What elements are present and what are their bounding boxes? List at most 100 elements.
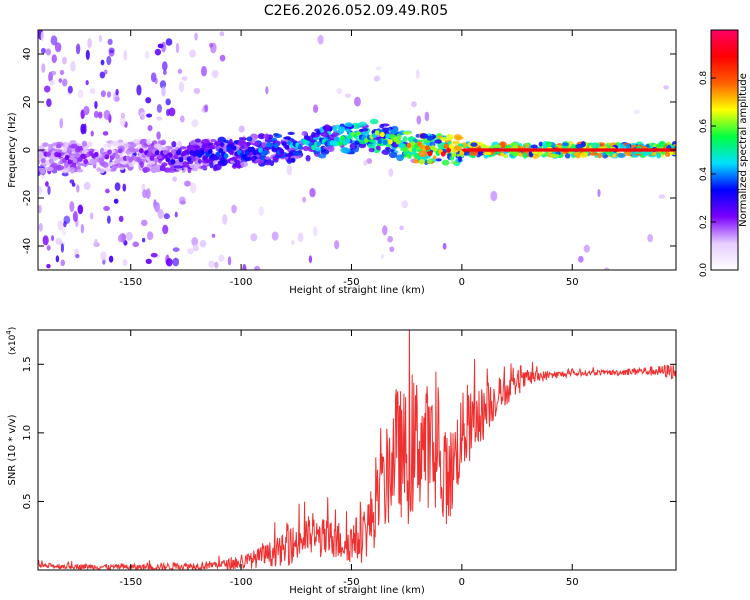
- spectrogram-ridge-blob: [89, 158, 98, 166]
- spectrogram-ridge-core: [136, 157, 142, 163]
- spectrogram-ridge-core: [274, 142, 279, 149]
- spectrogram-ridge-blob: [426, 135, 434, 141]
- spectrogram-noise-blob: [159, 80, 167, 89]
- spectrogram-ridge-core: [176, 149, 181, 156]
- spectrogram-ridge-blob: [106, 143, 112, 149]
- spectrogram-noise-blob: [69, 179, 75, 184]
- spectrogram-noise-blob: [336, 88, 343, 95]
- snr-series-line: [38, 330, 676, 570]
- spectrogram-noise-blob: [85, 49, 90, 61]
- spectrogram-noise-blob: [80, 123, 86, 135]
- spectrogram-noise-blob: [633, 109, 641, 115]
- spectrogram-ridge-blob: [570, 143, 576, 149]
- y-tick-label: 0.5: [22, 493, 33, 509]
- spectrogram-ridge-blob: [338, 126, 346, 133]
- spectrogram-ridge-core: [411, 147, 417, 153]
- spectrogram-ridge-blob: [320, 131, 329, 137]
- spectrogram-noise-blob: [106, 91, 112, 98]
- spectrogram-noise-blob: [187, 248, 194, 255]
- spectrogram-ridge-blob: [579, 152, 588, 158]
- spectrogram-ridge-blob: [543, 152, 549, 157]
- spectrogram-ridge-core: [316, 141, 322, 147]
- spectrogram-ridge-blob: [123, 143, 129, 149]
- spectrogram-noise-blob: [191, 237, 199, 246]
- spectrogram-ridge-core: [165, 156, 171, 163]
- spectrogram-ridge-core: [56, 152, 62, 158]
- spectrogram-noise-blob: [46, 98, 52, 108]
- spectrogram-ridge-blob: [358, 128, 364, 133]
- spectrogram-ridge-core: [268, 142, 274, 148]
- spectrogram-ridge-blob: [223, 139, 230, 143]
- spectrogram-ridge-core: [67, 159, 73, 165]
- spectrogram-ridge-blob: [120, 163, 129, 168]
- spectrogram-ridge-core: [202, 155, 208, 161]
- spectrogram-ridge-blob: [209, 161, 214, 169]
- spectrogram-ridge-core: [311, 145, 316, 151]
- spectrogram-ridge-blob: [246, 136, 253, 142]
- spectrogram-ridge-blob: [303, 135, 311, 141]
- spectrogram-noise-blob: [61, 56, 67, 65]
- spectrogram-noise-blob: [38, 222, 43, 232]
- x-tick-label: 50: [566, 277, 579, 288]
- spectrogram-noise-blob: [108, 47, 115, 54]
- colorbar-gradient: [710, 29, 739, 271]
- spectrogram-noise-blob: [154, 77, 158, 85]
- spectrogram-ridge-blob: [419, 133, 429, 139]
- spectrogram-noise-blob: [117, 234, 123, 243]
- spectrogram-ridge-core: [178, 157, 184, 163]
- spectrogram-noise-blob: [104, 69, 108, 75]
- spectrogram-ridge-core: [377, 138, 383, 145]
- spectrogram-noise-blob: [146, 231, 154, 241]
- spectrogram-ridge-blob: [367, 143, 375, 149]
- spectrogram-ridge-blob: [230, 156, 238, 161]
- snr-y-label: SNR (10 * v/v): [7, 414, 18, 485]
- spectrogram-noise-blob: [115, 88, 119, 96]
- spectrogram-ridge-blob: [384, 146, 391, 151]
- spectrogram-ridge-blob: [414, 154, 420, 160]
- spectrogram-noise-blob: [302, 196, 307, 203]
- spectrogram-ridge-blob: [564, 153, 571, 159]
- spectrogram-noise-blob: [184, 180, 191, 187]
- snr-frame: [37, 329, 677, 571]
- spectrogram-ridge-core: [149, 155, 155, 161]
- spectrogram-noise-blob: [156, 131, 161, 140]
- spectrogram-ridge-core: [382, 139, 388, 145]
- spectrogram-ridge-blob: [234, 159, 240, 164]
- x-tick-label: 0: [459, 577, 465, 588]
- spectrogram-noise-blob: [172, 176, 178, 182]
- spectrogram-ridge-blob: [110, 140, 120, 147]
- spectrogram-ridge-core: [207, 148, 213, 155]
- spectrogram-noise-blob: [120, 112, 126, 119]
- spectrogram-ridge-core: [356, 131, 361, 137]
- spectrogram-ridge-core: [406, 142, 412, 149]
- spectrogram-ridge-core: [93, 151, 99, 158]
- spectrogram-ridge-blob: [181, 161, 190, 168]
- spectrogram-noise-blob: [99, 71, 106, 79]
- spectrogram-noise-blob: [145, 97, 152, 104]
- spectrogram-noise-blob: [578, 255, 584, 263]
- spectrogram-noise-blob: [604, 267, 610, 270]
- spectrogram-ridge-blob: [269, 160, 275, 167]
- x-tick-label: 0: [459, 277, 465, 288]
- spectrogram-ridge-blob: [287, 131, 295, 135]
- spectrogram-ridge-blob: [413, 159, 420, 164]
- spectrogram-ridge-blob: [351, 122, 361, 130]
- spectrogram-ridge-blob: [545, 141, 553, 147]
- spectrogram-noise-blob: [71, 182, 76, 187]
- spectrogram-noise-blob: [179, 115, 185, 123]
- spectrogram-noise-blob: [156, 104, 163, 113]
- spectrogram-noise-blob: [219, 54, 226, 62]
- spectrogram-noise-blob: [181, 76, 188, 81]
- spectrogram-ridge-core: [38, 152, 44, 159]
- spectrogram-ridge-blob: [530, 144, 538, 149]
- spectrogram-ridge-blob: [435, 158, 442, 162]
- snr-x-label: Height of straight line (km): [289, 585, 425, 596]
- spectrogram-noise-blob: [55, 255, 60, 263]
- spectrogram-noise-blob: [663, 85, 669, 90]
- spectrogram-ridge-core: [173, 154, 179, 160]
- spectrogram-noise-blob: [50, 35, 58, 46]
- spectrogram-ridge-blob: [261, 141, 268, 148]
- spectrogram-ridge-blob: [381, 127, 390, 132]
- spectrogram-noise-blob: [100, 251, 107, 261]
- spectrogram-noise-blob: [308, 255, 313, 264]
